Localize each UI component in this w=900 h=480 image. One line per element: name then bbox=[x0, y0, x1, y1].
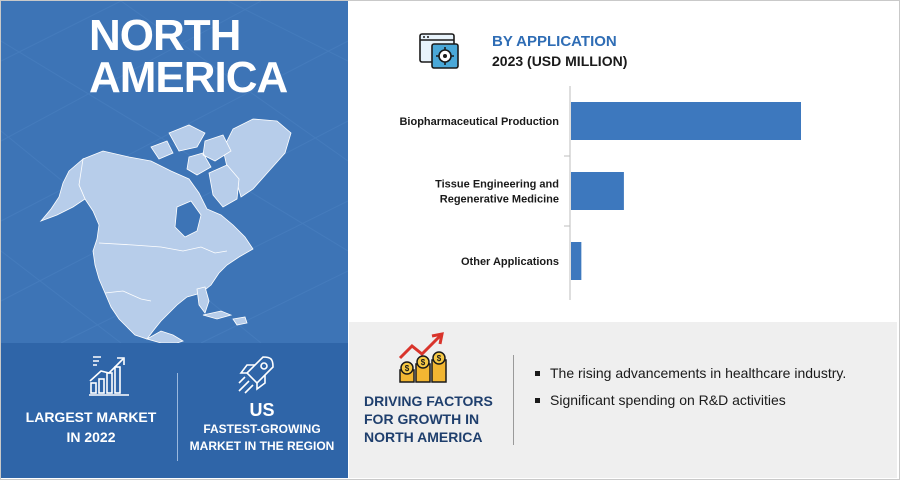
mainland-shape bbox=[76, 150, 254, 340]
rocket-icon bbox=[238, 356, 274, 394]
driving-factors-divider bbox=[513, 355, 514, 445]
region-panel: NORTH AMERICA bbox=[1, 1, 348, 478]
driving-factors-title: DRIVING FACTORS FOR GROWTH IN NORTH AMER… bbox=[364, 392, 504, 446]
svg-text:$: $ bbox=[421, 358, 426, 367]
arctic-islands-shape bbox=[150, 124, 232, 176]
category-label-2: Other Applications bbox=[461, 256, 559, 268]
bar-growth-icon bbox=[89, 356, 129, 396]
driving-factors-line2: FOR GROWTH IN bbox=[364, 411, 480, 427]
fastest-growing-country: US bbox=[249, 400, 275, 420]
chart-subtitle: 2023 (USD MILLION) bbox=[492, 53, 628, 69]
largest-market-stat: LARGEST MARKET IN 2022 bbox=[21, 407, 161, 447]
category-label-0: Biopharmaceutical Production bbox=[399, 116, 559, 128]
driving-factor-item: The rising advancements in healthcare in… bbox=[534, 364, 879, 383]
application-settings-icon bbox=[419, 33, 459, 69]
chart-title: BY APPLICATION bbox=[492, 33, 617, 50]
region-title-line1: NORTH bbox=[89, 11, 241, 60]
driving-factor-item: Significant spending on R&D activities bbox=[534, 391, 879, 410]
stats-divider bbox=[177, 373, 178, 461]
fastest-growing-line2: MARKET IN THE REGION bbox=[189, 439, 335, 453]
category-label-1: Tissue Engineering and Regenerative Medic… bbox=[435, 179, 559, 206]
alaska-shape bbox=[39, 157, 86, 222]
fastest-growing-stat: US FASTEST-GROWING MARKET IN THE REGION bbox=[187, 399, 337, 455]
category-label-line: Tissue Engineering and bbox=[435, 179, 559, 191]
region-title: NORTH AMERICA bbox=[89, 11, 288, 102]
central-america-shape bbox=[145, 330, 184, 343]
hudson-bay-shape bbox=[174, 200, 202, 238]
stats-strip bbox=[1, 343, 348, 478]
bar-2 bbox=[571, 242, 582, 280]
canada-us-border bbox=[98, 242, 228, 254]
largest-market-line2: IN 2022 bbox=[66, 429, 116, 445]
category-label-line: Regenerative Medicine bbox=[440, 194, 559, 206]
svg-text:$: $ bbox=[437, 354, 442, 363]
driving-factors-line1: DRIVING FACTORS bbox=[364, 393, 493, 409]
driving-factors-list: The rising advancements in healthcare in… bbox=[534, 364, 879, 418]
region-title-line2: AMERICA bbox=[89, 53, 288, 102]
caribbean-shape bbox=[202, 310, 248, 326]
bar-1 bbox=[571, 172, 624, 210]
category-label-line: Other Applications bbox=[461, 256, 559, 268]
driving-factors-panel bbox=[349, 322, 897, 478]
florida-shape bbox=[196, 286, 210, 314]
largest-market-line1: LARGEST MARKET bbox=[25, 409, 157, 425]
svg-text:$: $ bbox=[405, 364, 410, 373]
application-bar-chart: Biopharmaceutical Production Tissue Engin… bbox=[399, 86, 801, 300]
greenland-shape bbox=[222, 118, 292, 198]
baffin-island-shape bbox=[208, 164, 240, 208]
category-label-line: Biopharmaceutical Production bbox=[399, 116, 559, 128]
money-growth-icon: $ $ $ bbox=[398, 332, 447, 383]
driving-factors-line3: NORTH AMERICA bbox=[364, 429, 483, 445]
north-america-map bbox=[39, 118, 292, 343]
us-mexico-border bbox=[104, 290, 152, 302]
fastest-growing-line1: FASTEST-GROWING bbox=[203, 422, 321, 436]
bar-0 bbox=[571, 102, 801, 140]
